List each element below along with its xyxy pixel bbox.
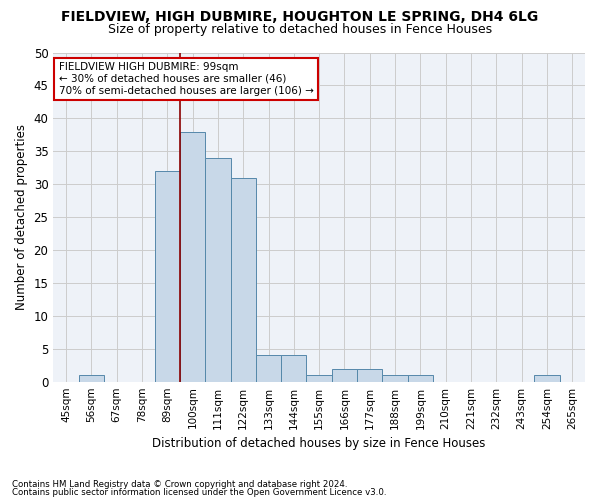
X-axis label: Distribution of detached houses by size in Fence Houses: Distribution of detached houses by size … [152, 437, 486, 450]
Bar [535, 375, 560, 382]
Y-axis label: Number of detached properties: Number of detached properties [15, 124, 28, 310]
Bar [256, 356, 281, 382]
Text: Contains HM Land Registry data © Crown copyright and database right 2024.: Contains HM Land Registry data © Crown c… [12, 480, 347, 489]
Bar [408, 375, 433, 382]
Bar [205, 158, 230, 382]
Bar [382, 375, 408, 382]
Text: FIELDVIEW, HIGH DUBMIRE, HOUGHTON LE SPRING, DH4 6LG: FIELDVIEW, HIGH DUBMIRE, HOUGHTON LE SPR… [61, 10, 539, 24]
Bar [180, 132, 205, 382]
Bar [155, 171, 180, 382]
Bar [230, 178, 256, 382]
Text: Size of property relative to detached houses in Fence Houses: Size of property relative to detached ho… [108, 22, 492, 36]
Text: FIELDVIEW HIGH DUBMIRE: 99sqm
← 30% of detached houses are smaller (46)
70% of s: FIELDVIEW HIGH DUBMIRE: 99sqm ← 30% of d… [59, 62, 313, 96]
Bar [357, 368, 382, 382]
Bar [307, 375, 332, 382]
Bar [79, 375, 104, 382]
Bar [281, 356, 307, 382]
Text: Contains public sector information licensed under the Open Government Licence v3: Contains public sector information licen… [12, 488, 386, 497]
Bar [332, 368, 357, 382]
